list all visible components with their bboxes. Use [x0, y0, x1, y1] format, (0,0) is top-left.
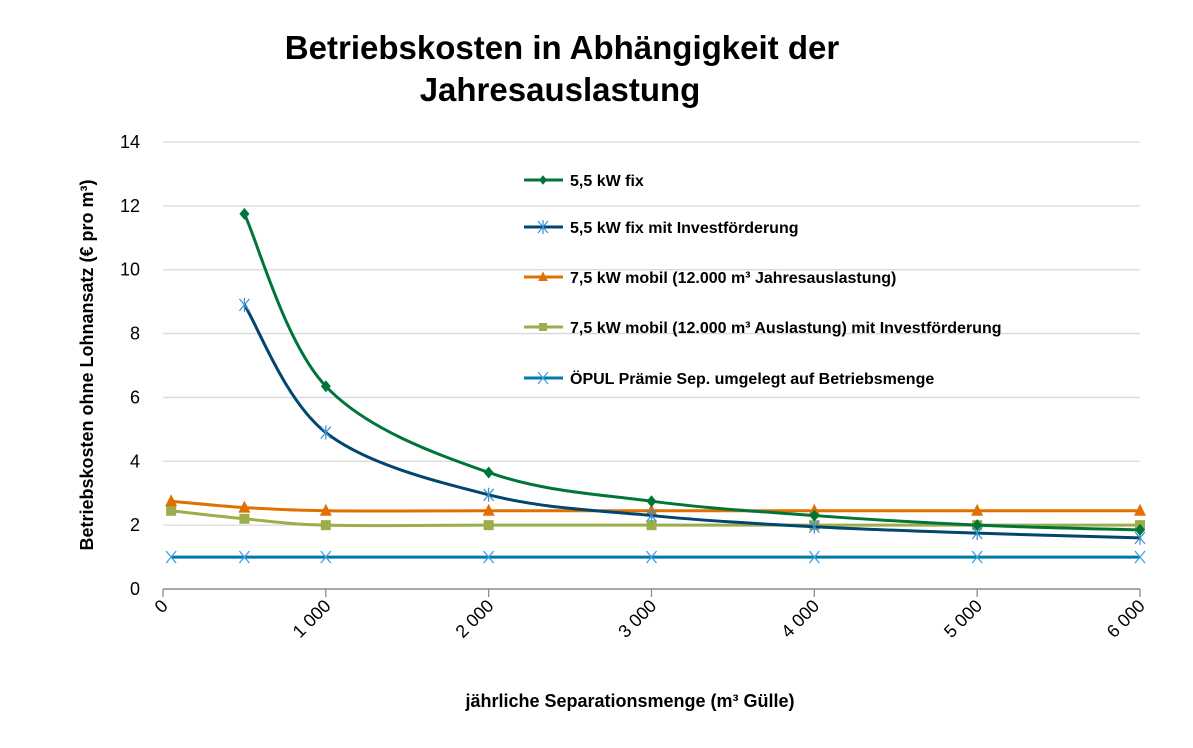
legend-item: 7,5 kW mobil (12.000 m³ Jahresauslastung… [524, 270, 896, 287]
x-marker [646, 550, 657, 564]
asterisk-marker [646, 508, 657, 523]
series-3 [165, 494, 1146, 516]
diamond-marker [972, 519, 983, 532]
triangle-marker [971, 503, 984, 516]
x-marker [971, 550, 983, 564]
asterisk-marker [238, 297, 250, 312]
triangle-marker [165, 494, 178, 507]
y-axis-label: Betriebskosten ohne Lohnansatz (€ pro m³… [77, 179, 97, 550]
x-tick-label: 3 000 [614, 596, 660, 642]
legend-item: 5,5 kW fix mit Investförderung [524, 220, 798, 237]
y-tick-label: 12 [120, 196, 140, 216]
legend-label: 7,5 kW mobil (12.000 m³ Jahresauslastung… [570, 270, 896, 287]
square-marker [483, 520, 494, 531]
y-tick-label: 2 [130, 515, 140, 535]
asterisk-marker [808, 519, 820, 534]
square-marker [539, 323, 547, 331]
square-marker [320, 520, 331, 531]
diamond-marker [646, 495, 657, 508]
series-1 [239, 207, 1145, 536]
legend-item: ÖPUL Prämie Sep. umgelegt auf Betriebsme… [524, 369, 934, 388]
diamond-marker [539, 175, 547, 185]
series-group [165, 207, 1146, 564]
triangle-marker [1134, 503, 1146, 516]
diamond-marker [483, 466, 494, 479]
diamond-marker [809, 509, 820, 522]
x-tick-label: 2 000 [452, 596, 498, 642]
legend-label: 5,5 kW fix mit Investförderung [570, 220, 798, 237]
x-marker [1134, 550, 1146, 564]
chart-title-line-1: Betriebskosten in Abhängigkeit der [285, 29, 840, 66]
x-axis-label: jährliche Separationsmenge (m³ Gülle) [464, 691, 794, 711]
asterisk-marker [320, 425, 332, 440]
x-tick-label: 5 000 [940, 596, 986, 642]
y-tick-label: 8 [130, 324, 140, 344]
legend: 5,5 kW fix 5,5 kW fix mit Investförderung… [524, 173, 1001, 388]
triangle-marker [319, 503, 332, 516]
series-2 [238, 297, 1146, 545]
triangle-marker [238, 500, 251, 513]
x-marker [537, 371, 549, 385]
triangle-marker [538, 271, 548, 281]
diamond-marker [320, 380, 331, 393]
series-line [243, 304, 1141, 540]
y-tick-label: 4 [130, 451, 140, 471]
legend-label: ÖPUL Prämie Sep. umgelegt auf Betriebsme… [570, 369, 934, 388]
legend-item: 5,5 kW fix [524, 173, 644, 190]
x-marker [483, 550, 495, 564]
y-tick-label: 10 [120, 260, 140, 280]
gridlines [163, 141, 1140, 526]
asterisk-marker [483, 487, 495, 502]
diamond-marker [239, 207, 250, 220]
x-marker [320, 550, 332, 564]
square-marker [646, 520, 657, 531]
legend-label: 5,5 kW fix [570, 173, 644, 190]
x-marker [808, 550, 820, 564]
y-tick-label: 6 [130, 387, 140, 407]
legend-item: 7,5 kW mobil (12.000 m³ Auslastung) mit … [524, 320, 1001, 337]
x-tick-label: 0 [151, 596, 172, 617]
square-marker [166, 505, 177, 516]
diamond-marker [1135, 523, 1145, 536]
legend-label: 7,5 kW mobil (12.000 m³ Auslastung) mit … [570, 320, 1001, 337]
x-marker [165, 550, 177, 564]
y-tick-label: 0 [130, 579, 140, 599]
series-5 [165, 550, 1146, 564]
asterisk-marker [537, 220, 549, 234]
square-marker [239, 513, 250, 524]
y-tick-label: 14 [120, 132, 140, 152]
triangle-marker [482, 503, 495, 516]
x-tick-label: 4 000 [777, 596, 823, 642]
x-tick-label: 6 000 [1103, 596, 1149, 642]
chart-title-line-2: Jahresauslastung [420, 71, 701, 108]
x-tick-label: 1 000 [289, 596, 335, 642]
x-marker [238, 550, 250, 564]
